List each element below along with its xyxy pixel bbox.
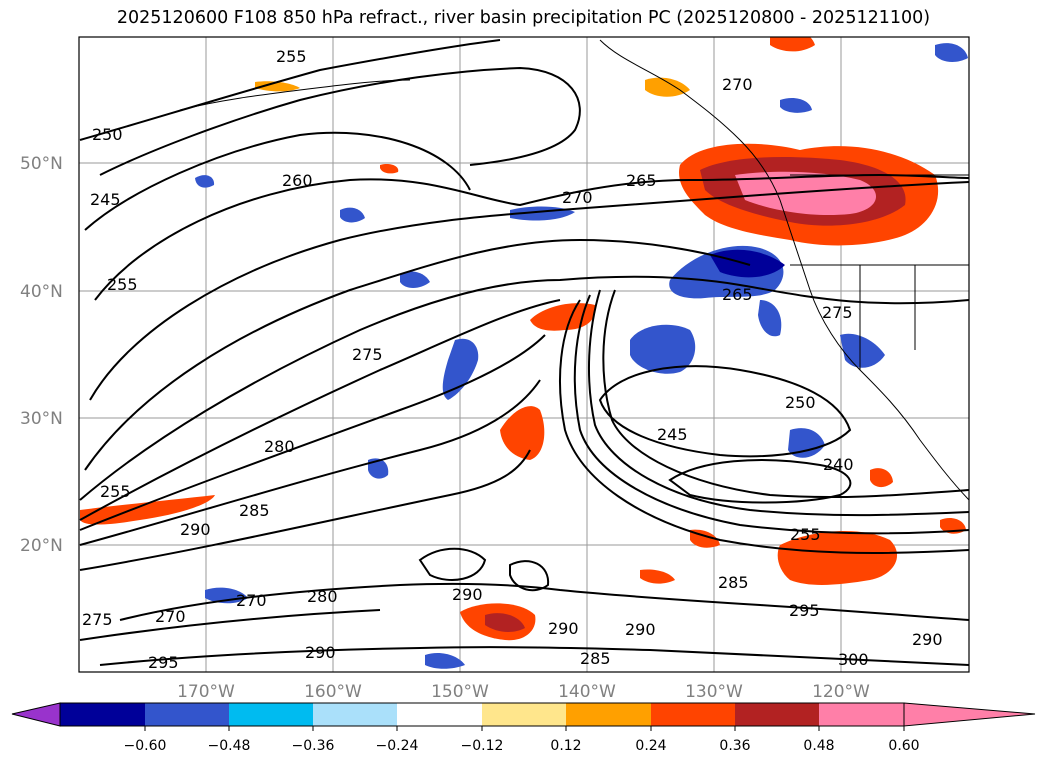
colorbar-tick-label: −0.36 (292, 738, 335, 754)
contour-label: 285 (580, 649, 611, 668)
contour-label: 300 (838, 650, 869, 669)
contour-label: 255 (100, 482, 131, 501)
colorbar-tick-label: 0.12 (550, 738, 581, 754)
contour-label: 240 (823, 455, 854, 474)
colorbar-tick-label: −0.24 (376, 738, 419, 754)
contour-label: 290 (452, 585, 483, 604)
contour-label: 275 (352, 345, 383, 364)
lon-label-150w: 150°W (431, 682, 489, 702)
contour-label: 270 (236, 591, 267, 610)
contour-label: 295 (148, 653, 179, 672)
contour-label: 245 (657, 425, 688, 444)
latitude-labels: 50°N 40°N 30°N 20°N (20, 154, 63, 556)
lon-label-130w: 130°W (685, 682, 743, 702)
contour-label: 260 (282, 171, 313, 190)
contour-label: 290 (912, 630, 943, 649)
contour-label: 270 (722, 75, 753, 94)
coastlines (179, 39, 969, 501)
contour-label: 265 (722, 285, 753, 304)
contour-label: 290 (548, 619, 579, 638)
colorbar-tick-label: 0.60 (888, 738, 919, 754)
contour-label: 285 (718, 573, 749, 592)
colorbar-segment (735, 703, 819, 726)
colorbar-tick-label: 0.48 (803, 738, 834, 754)
colorbar-tick-label: −0.12 (461, 738, 504, 754)
contour-label: 270 (562, 188, 593, 207)
colorbar-extend-high (903, 702, 1036, 727)
contour-label: 255 (276, 47, 307, 66)
contour-label: 275 (82, 610, 113, 629)
colorbar-segment (397, 703, 482, 726)
colorbar-extend-low (11, 702, 61, 727)
contour-label: 245 (90, 190, 121, 209)
lon-label-170w: 170°W (177, 682, 235, 702)
contour-label: 290 (305, 643, 336, 662)
contour-label: 270 (155, 607, 186, 626)
colorbar-segment (313, 703, 397, 726)
colorbar-segment (145, 703, 229, 726)
longitude-labels: 170°W 160°W 150°W 140°W 130°W 120°W (177, 682, 870, 702)
colorbar-segment (229, 703, 313, 726)
colorbar-tick-label: −0.48 (208, 738, 251, 754)
contour-label: 285 (239, 501, 270, 520)
lon-label-120w: 120°W (812, 682, 870, 702)
colorbar-tick-label: 0.36 (719, 738, 750, 754)
colorbar-segment (651, 703, 735, 726)
contour-label: 250 (92, 125, 123, 144)
contour-label: 290 (180, 520, 211, 539)
contour-label: 280 (307, 587, 338, 606)
contour-label: 295 (789, 601, 820, 620)
contour-label: 255 (107, 275, 138, 294)
colorbar: −0.60 −0.48 −0.36 −0.24 −0.12 0.12 0.24 … (11, 702, 1036, 754)
colorbar-tick-label: 0.24 (635, 738, 666, 754)
colorbar-segment (60, 703, 145, 726)
colorbar-tick-label: −0.60 (124, 738, 167, 754)
colorbar-segment (482, 703, 566, 726)
contour-label: 265 (626, 171, 657, 190)
map-title: 2025120600 F108 850 hPa refract., river … (116, 8, 931, 28)
contour-label: 280 (264, 437, 295, 456)
contour-labels: 255 260 250 245 255 270 265 270 275 280 … (82, 47, 943, 672)
refractivity-contours (79, 39, 969, 666)
contour-label: 255 (790, 525, 821, 544)
lon-label-160w: 160°W (304, 682, 362, 702)
contour-label: 250 (785, 393, 816, 412)
lat-label-40n: 40°N (20, 282, 63, 302)
lon-label-140w: 140°W (558, 682, 616, 702)
map-frame (78, 36, 970, 673)
colorbar-segment (819, 703, 904, 726)
contour-label: 290 (625, 620, 656, 639)
lat-label-20n: 20°N (20, 536, 63, 556)
contour-label: 275 (822, 303, 853, 322)
lat-label-50n: 50°N (20, 154, 63, 174)
lat-label-30n: 30°N (20, 409, 63, 429)
colorbar-segment (566, 703, 651, 726)
